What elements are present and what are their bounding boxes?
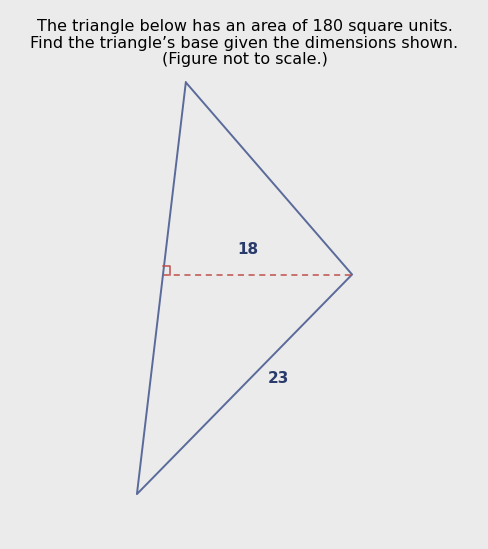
Text: Find the triangle’s base given the dimensions shown.: Find the triangle’s base given the dimen… <box>30 36 458 51</box>
Text: The triangle below has an area of 180 square units.: The triangle below has an area of 180 sq… <box>37 19 451 34</box>
Text: 18: 18 <box>237 242 258 257</box>
Text: 23: 23 <box>267 371 289 386</box>
Text: (Figure not to scale.): (Figure not to scale.) <box>161 52 327 67</box>
